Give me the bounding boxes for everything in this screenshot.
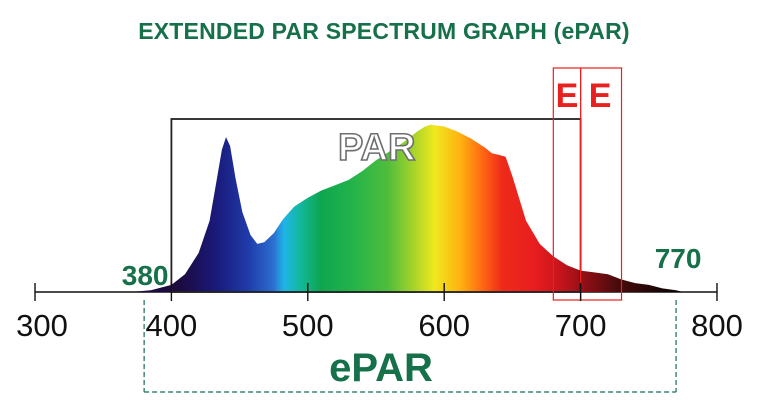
epar-start-label: 380 [122,260,169,291]
epar-end-label: 770 [655,243,702,274]
x-tick-label: 300 [16,308,68,343]
x-tick-label: 800 [691,308,743,343]
e-band-label: E [556,77,579,115]
x-tick-label: 600 [418,308,470,343]
e-band-label: E [589,77,612,115]
epar-label: ePAR [329,346,433,390]
x-tick-label: 700 [555,308,607,343]
par-label: PAR [338,127,415,169]
x-tick-label: 500 [282,308,334,343]
x-tick-label: 400 [146,308,198,343]
